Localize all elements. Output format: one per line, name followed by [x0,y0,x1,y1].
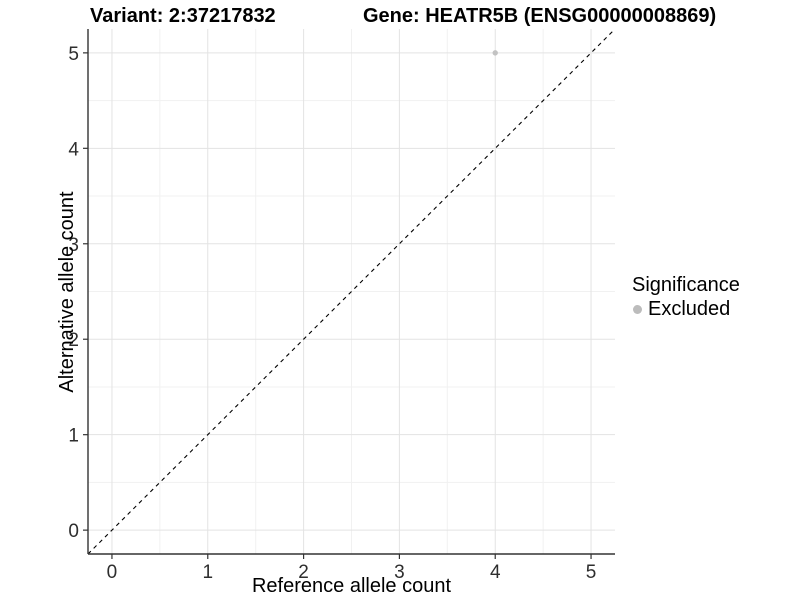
y-tick-label: 2 [68,330,79,351]
y-tick-label: 5 [68,44,79,65]
x-tick-label: 5 [586,562,597,583]
plot-title-gene: Gene: HEATR5B (ENSG00000008869) [363,5,717,27]
y-tick-label: 0 [68,521,79,542]
y-axis-title: Alternative allele count [56,191,78,393]
y-tick-label: 4 [68,139,79,160]
legend-point-icon [633,304,642,314]
plot-title-variant: Variant: 2:37217832 [90,5,276,27]
data-point [492,50,498,56]
legend-entry-excluded: Excluded [630,297,740,321]
y-tick-label: 1 [68,426,79,447]
x-tick-label: 0 [107,562,118,583]
x-tick-label: 4 [490,562,501,583]
x-tick-label: 3 [394,562,405,583]
x-tick-label: 2 [298,562,309,583]
x-axis-title: Reference allele count [251,575,451,597]
identity-line [87,28,616,555]
x-tick-label: 1 [202,562,213,583]
legend-entry-label: Excluded [648,298,731,320]
legend-title: Significance [632,274,740,296]
y-tick-label: 3 [68,235,79,256]
legend: Significance Excluded [630,273,740,321]
